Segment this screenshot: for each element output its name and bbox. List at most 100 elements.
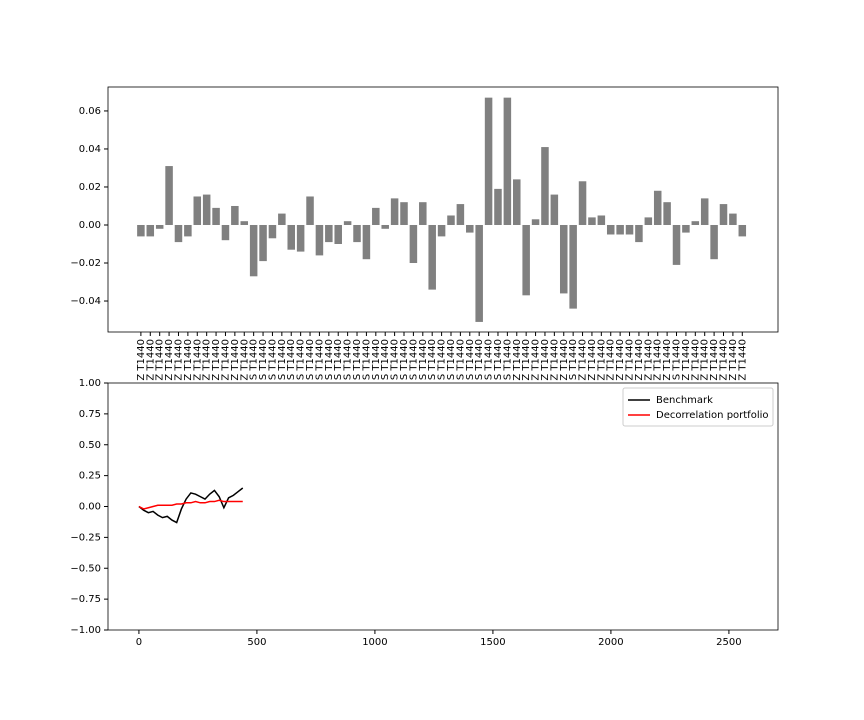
x-tick-label: Z T1440 bbox=[559, 339, 570, 381]
x-tick-label: S T1440 bbox=[493, 339, 504, 380]
x-tick-label: S T1440 bbox=[408, 339, 419, 380]
x-tick-label: Z T1440 bbox=[718, 339, 729, 381]
x-tick-label: Z T1440 bbox=[606, 339, 617, 381]
y-tick-label: 0.00 bbox=[79, 220, 101, 231]
bar bbox=[315, 224, 324, 256]
bar bbox=[343, 221, 352, 225]
x-tick-label: S T1440 bbox=[399, 339, 410, 380]
bar bbox=[249, 224, 258, 277]
x-tick-label: S T1440 bbox=[371, 339, 382, 380]
line bbox=[138, 487, 244, 524]
x-tick-label: Z T1440 bbox=[173, 339, 184, 381]
x-tick-label: Z T1440 bbox=[587, 339, 598, 381]
x-tick-label: S T1440 bbox=[418, 339, 429, 380]
y-tick-label: 1.00 bbox=[79, 378, 101, 389]
bar bbox=[193, 196, 202, 225]
x-tick-label: S T1440 bbox=[258, 339, 269, 380]
bar bbox=[428, 224, 436, 290]
x-tick-label: S T1440 bbox=[305, 339, 316, 380]
y-tick-label: −0.02 bbox=[70, 258, 101, 269]
x-tick-label: Z T1440 bbox=[578, 339, 589, 381]
bar bbox=[390, 198, 399, 225]
x-tick-label: Z T1440 bbox=[202, 339, 213, 381]
bar bbox=[381, 224, 389, 229]
x-tick-label: S T1440 bbox=[437, 339, 448, 380]
x-tick-label: S T1440 bbox=[267, 339, 278, 380]
bar bbox=[466, 224, 474, 233]
x-tick-label: 1500 bbox=[480, 637, 505, 648]
x-tick-label: Z T1440 bbox=[634, 339, 645, 381]
bar bbox=[325, 224, 333, 243]
x-tick-label: S T1440 bbox=[324, 339, 335, 380]
y-tick-label: −0.04 bbox=[70, 296, 101, 307]
x-tick-label: Z T1440 bbox=[521, 339, 532, 381]
bar bbox=[578, 181, 587, 225]
x-tick-label: Z T1440 bbox=[728, 339, 739, 381]
x-tick-label: Z T1440 bbox=[549, 339, 560, 381]
axes-frame bbox=[107, 382, 779, 631]
x-tick-label: Z T1440 bbox=[643, 339, 654, 381]
x-tick-label: S T1440 bbox=[672, 339, 683, 380]
bar bbox=[146, 224, 155, 237]
bar bbox=[616, 224, 624, 235]
bar bbox=[663, 202, 671, 225]
x-tick-label: S T1440 bbox=[296, 339, 307, 380]
x-tick-label: S T1440 bbox=[343, 339, 354, 380]
x-tick-label: 2000 bbox=[598, 637, 623, 648]
x-tick-label: Z T1440 bbox=[239, 339, 250, 381]
bar bbox=[456, 204, 465, 225]
y-tick-label: −0.75 bbox=[70, 594, 101, 605]
line bbox=[138, 499, 243, 510]
x-tick-label: S T1440 bbox=[427, 339, 438, 380]
bar bbox=[372, 207, 380, 225]
bar bbox=[738, 224, 747, 237]
x-tick-label: S T1440 bbox=[352, 339, 363, 380]
bar bbox=[494, 188, 502, 225]
y-tick-label: 0.02 bbox=[79, 182, 101, 193]
x-tick-label: Z T1440 bbox=[615, 339, 626, 381]
bar bbox=[334, 224, 342, 244]
y-tick-label: 0.50 bbox=[79, 440, 101, 451]
bar bbox=[531, 219, 540, 225]
bar bbox=[137, 224, 145, 237]
axes-bg bbox=[108, 382, 778, 669]
bar bbox=[437, 224, 446, 237]
bar bbox=[513, 179, 521, 225]
x-tick-label: Z T1440 bbox=[737, 339, 748, 381]
x-tick-label: S T1440 bbox=[361, 339, 372, 380]
bar bbox=[597, 215, 606, 225]
bar bbox=[606, 224, 615, 235]
x-tick-label: Z T1440 bbox=[653, 339, 664, 381]
x-tick-label: Z T1440 bbox=[155, 339, 166, 381]
x-tick-label: Z T1440 bbox=[230, 339, 241, 381]
bar bbox=[682, 224, 690, 233]
y-tick-label: −1.00 bbox=[70, 625, 101, 636]
axes-frame bbox=[107, 86, 779, 333]
x-tick-label: Z T1440 bbox=[700, 339, 711, 381]
x-tick-label: S T1440 bbox=[568, 339, 579, 380]
x-tick-label: S T1440 bbox=[465, 339, 476, 380]
x-tick-label: Z T1440 bbox=[136, 339, 147, 381]
bar bbox=[719, 204, 728, 225]
bar bbox=[306, 196, 314, 225]
x-tick-label: 500 bbox=[247, 637, 266, 648]
bar bbox=[729, 213, 737, 225]
bar bbox=[231, 205, 239, 225]
y-tick-label: 0.25 bbox=[79, 471, 101, 482]
bar bbox=[672, 224, 681, 265]
bar bbox=[240, 221, 249, 225]
bar bbox=[259, 224, 267, 262]
x-tick-label: S T1440 bbox=[390, 339, 401, 380]
x-tick-label: S T1440 bbox=[333, 339, 344, 380]
x-tick-label: Z T1440 bbox=[220, 339, 231, 381]
bar bbox=[165, 166, 173, 225]
bar bbox=[625, 224, 634, 235]
bar bbox=[155, 224, 164, 229]
bar bbox=[522, 224, 530, 296]
bar bbox=[635, 224, 643, 243]
bar bbox=[278, 213, 286, 225]
x-tick-label: Z T1440 bbox=[709, 339, 720, 381]
y-tick-label: 0.00 bbox=[79, 502, 101, 513]
x-tick-label: S T1440 bbox=[474, 339, 485, 380]
x-tick-label: Z T1440 bbox=[690, 339, 701, 381]
